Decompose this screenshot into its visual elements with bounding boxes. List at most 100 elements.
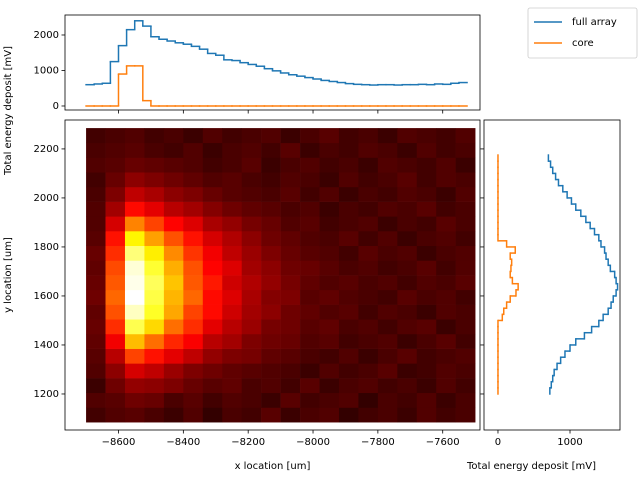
heat-cell xyxy=(105,172,126,188)
heat-cell xyxy=(319,289,340,305)
heat-cell xyxy=(377,245,398,261)
heat-cell xyxy=(261,319,281,335)
heat-cell xyxy=(86,348,106,364)
heat-cell xyxy=(124,407,145,423)
heat-cell xyxy=(261,363,281,379)
heat-cell xyxy=(124,157,145,173)
heat-cell xyxy=(183,363,204,379)
heat-cell xyxy=(86,392,106,408)
heat-cell xyxy=(222,128,242,144)
heat-cell xyxy=(397,392,418,408)
heat-cell xyxy=(124,392,145,408)
heat-cell xyxy=(105,142,126,158)
heat-cell xyxy=(163,201,184,217)
heat-cell xyxy=(338,128,359,144)
heat-cell xyxy=(183,186,204,202)
heat-cell xyxy=(416,392,437,408)
heat-cell xyxy=(358,378,379,394)
heat-cell xyxy=(183,172,204,188)
heat-cell xyxy=(261,304,281,320)
heat-cell xyxy=(86,128,106,144)
heat-cell xyxy=(416,289,437,305)
x-axis-label: x location [um] xyxy=(235,461,311,472)
heat-cell xyxy=(202,319,223,335)
y-tick-label: 1200 xyxy=(34,389,59,400)
heat-cell xyxy=(105,319,126,335)
heat-cell xyxy=(455,363,476,379)
heat-cell xyxy=(319,378,340,394)
heat-cell xyxy=(280,172,301,188)
heat-cell xyxy=(377,186,398,202)
heat-cell xyxy=(222,407,242,423)
heat-cell xyxy=(163,216,184,232)
heat-cell xyxy=(416,231,437,247)
heat-cell xyxy=(124,260,145,276)
heat-cell xyxy=(222,304,242,320)
heat-cell xyxy=(436,172,456,188)
heat-cell xyxy=(202,275,223,291)
heat-cell xyxy=(241,128,262,144)
heat-cell xyxy=(222,348,242,364)
heat-cell xyxy=(241,392,262,408)
heat-cell xyxy=(377,319,398,335)
heat-cell xyxy=(397,275,418,291)
heat-cell xyxy=(358,304,379,320)
heat-cell xyxy=(377,128,398,144)
heat-cell xyxy=(163,142,184,158)
heat-cell xyxy=(124,172,145,188)
heat-cell xyxy=(222,172,242,188)
heat-cell xyxy=(261,333,281,349)
heat-cell xyxy=(358,392,379,408)
heat-cell xyxy=(416,142,437,158)
heat-cell xyxy=(86,378,106,394)
heat-cell xyxy=(124,201,145,217)
heat-cell xyxy=(222,186,242,202)
heat-cell xyxy=(358,260,379,276)
heat-cell xyxy=(397,289,418,305)
heat-cell xyxy=(358,231,379,247)
y-tick-label: 0 xyxy=(53,101,59,112)
legend-label: core xyxy=(572,38,594,49)
heat-cell xyxy=(455,378,476,394)
heat-cell xyxy=(86,172,106,188)
axes-frame xyxy=(483,119,621,431)
heat-cell xyxy=(300,231,320,247)
heat-cell xyxy=(183,275,204,291)
heat-cell xyxy=(105,216,126,232)
heat-cell xyxy=(86,275,106,291)
heat-cell xyxy=(183,348,204,364)
heat-cell xyxy=(377,275,398,291)
heat-cell xyxy=(455,142,476,158)
heat-cell xyxy=(377,172,398,188)
heat-cell xyxy=(163,231,184,247)
heat-cell xyxy=(319,157,340,173)
heat-cell xyxy=(124,319,145,335)
heat-cell xyxy=(338,348,359,364)
heat-cell xyxy=(416,319,437,335)
heat-cell xyxy=(241,333,262,349)
heat-cell xyxy=(241,363,262,379)
heat-cell xyxy=(202,289,223,305)
heat-cell xyxy=(124,333,145,349)
heat-cell xyxy=(300,275,320,291)
heat-cell xyxy=(144,407,165,423)
heat-cell xyxy=(280,289,301,305)
heat-cell xyxy=(377,392,398,408)
heat-cell xyxy=(183,231,204,247)
heat-cell xyxy=(105,333,126,349)
heat-cell xyxy=(358,363,379,379)
heat-cell xyxy=(397,260,418,276)
heat-cell xyxy=(202,348,223,364)
heat-cell xyxy=(280,216,301,232)
heat-cell xyxy=(319,260,340,276)
heat-cell xyxy=(105,275,126,291)
heat-cell xyxy=(241,186,262,202)
heat-cell xyxy=(416,275,437,291)
x-tick-label: −8200 xyxy=(231,437,265,448)
heat-cell xyxy=(202,231,223,247)
heat-cell xyxy=(241,304,262,320)
heat-cell xyxy=(183,260,204,276)
heat-cell xyxy=(144,128,165,144)
heat-cell xyxy=(202,304,223,320)
heat-cell xyxy=(280,128,301,144)
